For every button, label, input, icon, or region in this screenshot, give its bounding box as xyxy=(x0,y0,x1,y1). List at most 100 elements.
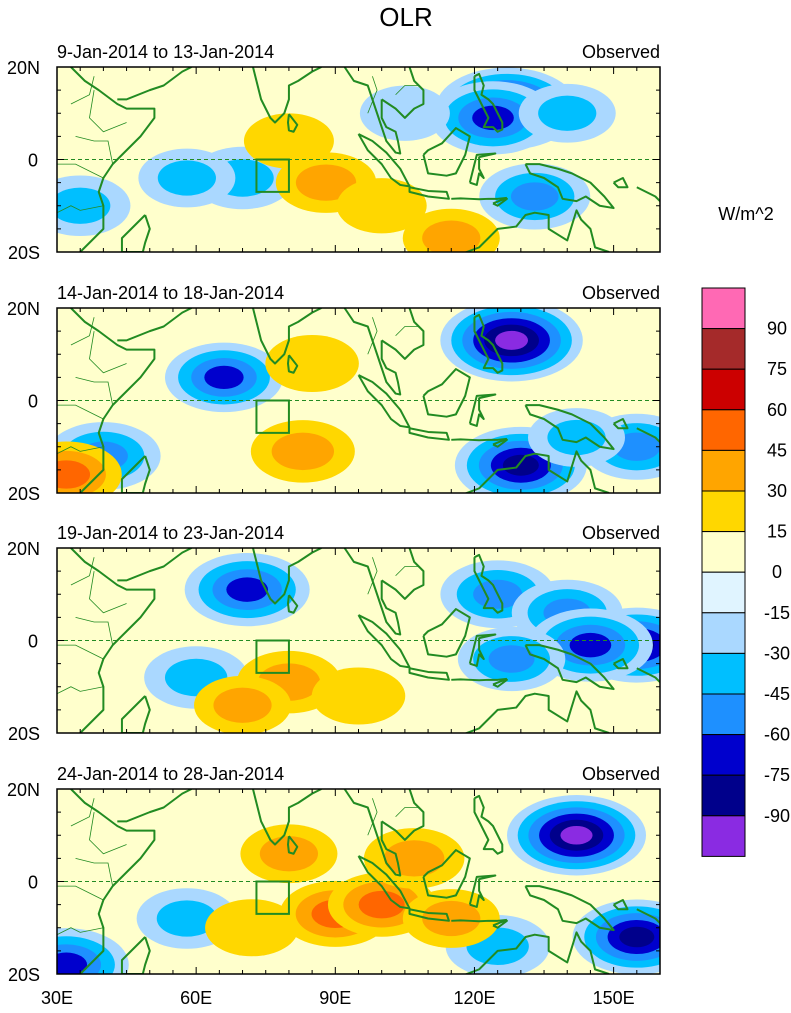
anomaly-blob xyxy=(184,553,310,627)
coastline xyxy=(381,789,425,841)
ticks xyxy=(56,307,661,494)
anomaly-blob xyxy=(440,308,583,382)
region-box xyxy=(255,399,290,434)
y-tick-label: 20N xyxy=(7,780,40,800)
coastline xyxy=(70,308,156,493)
border-line xyxy=(395,85,419,96)
anomaly-blob xyxy=(572,899,660,974)
coastline xyxy=(120,695,151,733)
coastline xyxy=(120,455,151,493)
panel-2: 20N 0 20S 14-Jan-2014 to 18-Jan-2014 Observe… xyxy=(7,283,661,504)
colorbar-swatch xyxy=(701,531,746,573)
anomaly-blob xyxy=(194,675,292,733)
panel-period: 14-Jan-2014 to 18-Jan-2014 xyxy=(57,283,284,303)
region-box xyxy=(255,158,290,193)
x-axis: 30E 60E 90E 120E 150E xyxy=(41,988,635,1008)
colorbar-swatch xyxy=(701,368,746,411)
border-line xyxy=(57,927,104,936)
ticks xyxy=(56,66,661,253)
anomaly-contour xyxy=(57,460,91,489)
colorbar-label: -45 xyxy=(764,684,790,704)
y-tick-label: 20S xyxy=(8,724,40,744)
panel-period: 9-Jan-2014 to 13-Jan-2014 xyxy=(57,42,274,62)
anomaly-blob xyxy=(57,441,122,493)
coastline xyxy=(468,633,497,667)
border-line xyxy=(89,331,127,374)
anomaly-contour xyxy=(204,365,244,389)
border-line xyxy=(367,557,378,595)
anomaly-blob xyxy=(518,83,616,143)
coastline xyxy=(422,368,471,418)
colorbar-label: -60 xyxy=(764,725,790,745)
coastline xyxy=(463,931,610,974)
colorbar-label: 45 xyxy=(767,440,787,460)
coastline xyxy=(492,197,508,207)
colorbar-swatch xyxy=(701,734,746,776)
coastline xyxy=(451,437,508,442)
coastline xyxy=(612,658,629,670)
colorbar-swatch xyxy=(701,774,746,817)
coastline xyxy=(357,133,411,188)
anomaly-contour xyxy=(560,825,593,845)
coastline xyxy=(422,127,471,177)
panel-period: 19-Jan-2014 to 23-Jan-2014 xyxy=(57,523,284,543)
coastline xyxy=(463,209,610,252)
anomaly-blob xyxy=(479,163,591,230)
anomaly-blob xyxy=(250,420,355,483)
anomaly-blob xyxy=(359,85,450,141)
colorbar-label: 0 xyxy=(772,562,782,582)
coastline xyxy=(343,308,402,396)
border-line xyxy=(57,163,104,179)
colorbar-swatch xyxy=(701,449,746,492)
coastline xyxy=(473,553,504,614)
coastline xyxy=(357,855,411,910)
coastline xyxy=(286,113,299,133)
colorbar-swatch xyxy=(701,409,746,451)
border-line xyxy=(57,404,104,420)
coastline xyxy=(70,67,156,252)
border-line xyxy=(70,798,95,827)
anomaly-contour xyxy=(510,182,559,211)
coastlines xyxy=(70,308,660,493)
border-line xyxy=(57,686,104,695)
anomaly-contour xyxy=(619,926,655,948)
ticks xyxy=(56,547,661,734)
coastline xyxy=(343,67,402,155)
anomaly-contour xyxy=(547,419,606,456)
coastline xyxy=(422,849,471,899)
colorbar-label: 90 xyxy=(767,319,787,339)
panels: 20N 0 20S 9-Jan-2014 to 13-Jan-2014 Observed… xyxy=(7,42,661,985)
border-line xyxy=(75,857,114,887)
anomaly-blob xyxy=(164,342,283,413)
anomaly-contour xyxy=(156,900,218,937)
coastline xyxy=(524,885,615,932)
border-line xyxy=(89,571,127,614)
coastline xyxy=(451,677,508,682)
region-box xyxy=(255,880,290,915)
anomaly-contour xyxy=(295,164,357,201)
coastline xyxy=(343,548,402,636)
coastline xyxy=(468,152,497,186)
colorbar-label: 75 xyxy=(767,359,787,379)
coastline xyxy=(117,67,192,101)
coastline xyxy=(381,548,425,600)
coastline xyxy=(422,608,471,658)
coastline xyxy=(228,548,322,605)
y-tick-label: 20S xyxy=(8,243,40,263)
border-line xyxy=(367,76,378,114)
anomaly-contour xyxy=(311,667,406,725)
anomaly-blob xyxy=(240,824,338,884)
anomaly-blob xyxy=(336,178,427,234)
y-tick-label: 20S xyxy=(8,484,40,504)
anomaly-blob xyxy=(402,208,500,252)
anomaly-blob xyxy=(311,667,406,725)
y-tick-label: 20N xyxy=(7,299,40,319)
colorbar-unit-label: W/m^2 xyxy=(718,204,773,224)
coastline xyxy=(463,690,610,733)
anomaly-blob xyxy=(57,175,131,237)
border-line xyxy=(89,812,127,855)
coastline xyxy=(636,667,660,683)
anomaly-contour xyxy=(359,85,450,141)
coastline xyxy=(492,919,508,929)
border-line xyxy=(75,376,114,406)
